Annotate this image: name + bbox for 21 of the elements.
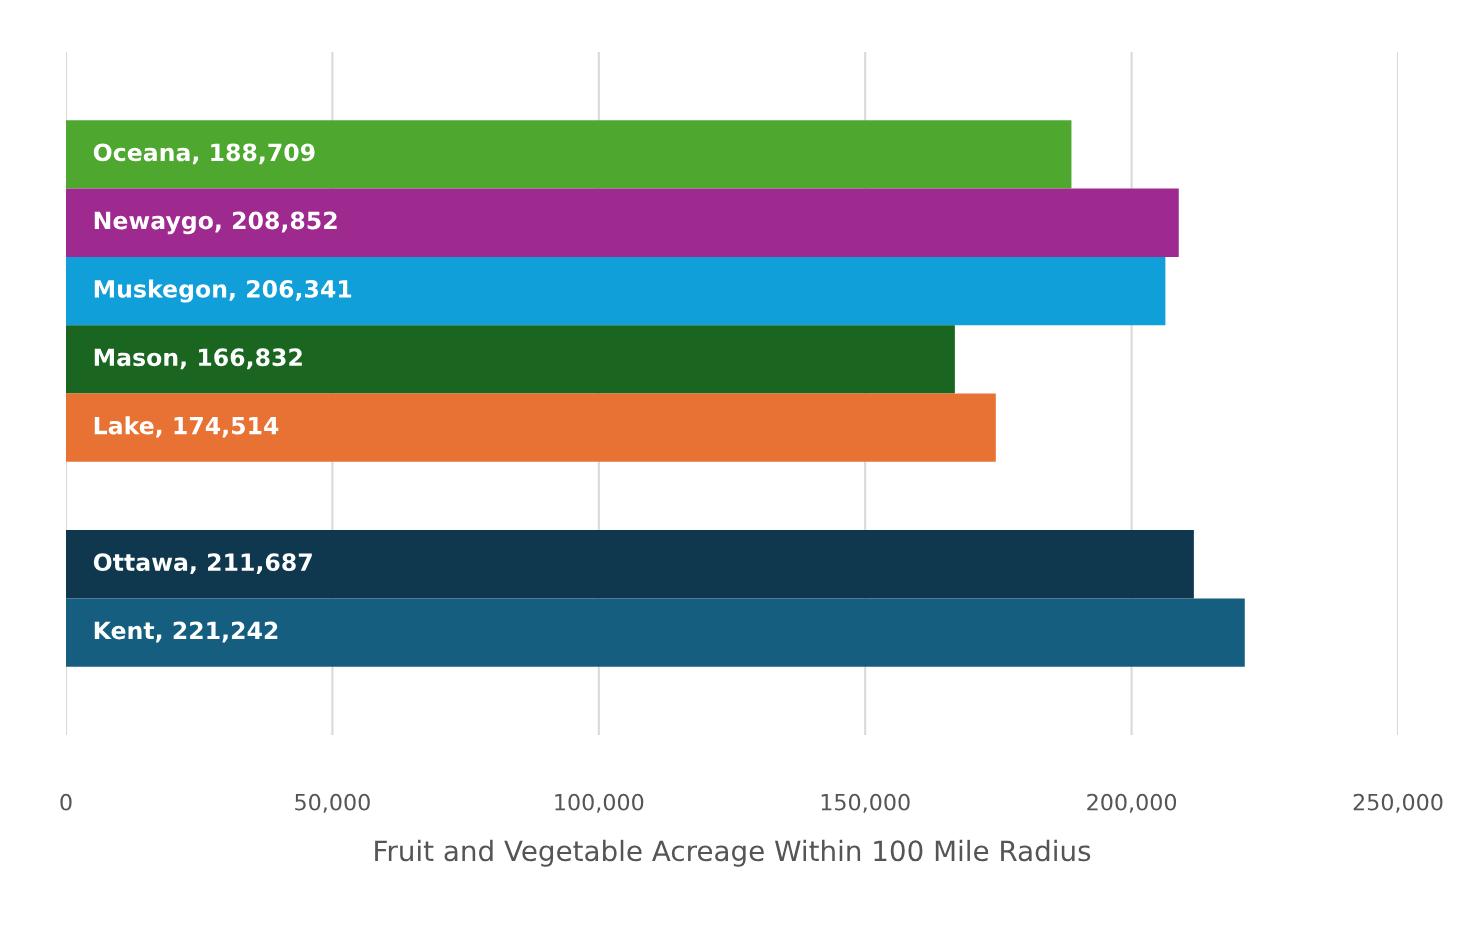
bar (66, 120, 1072, 189)
data-label: Mason, 166,832 (94, 348, 302, 370)
bar (66, 393, 996, 462)
data-label: Lake, 174,514 (94, 416, 279, 438)
data-label: Oceana, 188,709 (93, 143, 315, 165)
x-tick-label: 0 (60, 793, 72, 811)
x-axis-title: Fruit and Vegetable Acreage Within 100 Mile Radius (375, 839, 1091, 867)
bar (66, 598, 1245, 667)
x-tick-label: 100,000 (555, 793, 644, 813)
x-tick-label: 200,000 (1087, 793, 1177, 813)
x-tick-label: 50,000 (295, 793, 370, 813)
data-label: Muskegon, 206,341 (94, 279, 352, 303)
data-label: Newaygo, 208,852 (94, 211, 337, 235)
bar (66, 530, 1194, 599)
data-label: Ottawa, 211,687 (93, 553, 312, 575)
bar (66, 188, 1179, 257)
x-tick-label: 150,000 (821, 793, 910, 813)
bar (66, 256, 1166, 326)
x-tick-label: 250,000 (1353, 793, 1443, 813)
bar (66, 325, 955, 394)
data-label: Kent, 221,242 (94, 621, 278, 643)
